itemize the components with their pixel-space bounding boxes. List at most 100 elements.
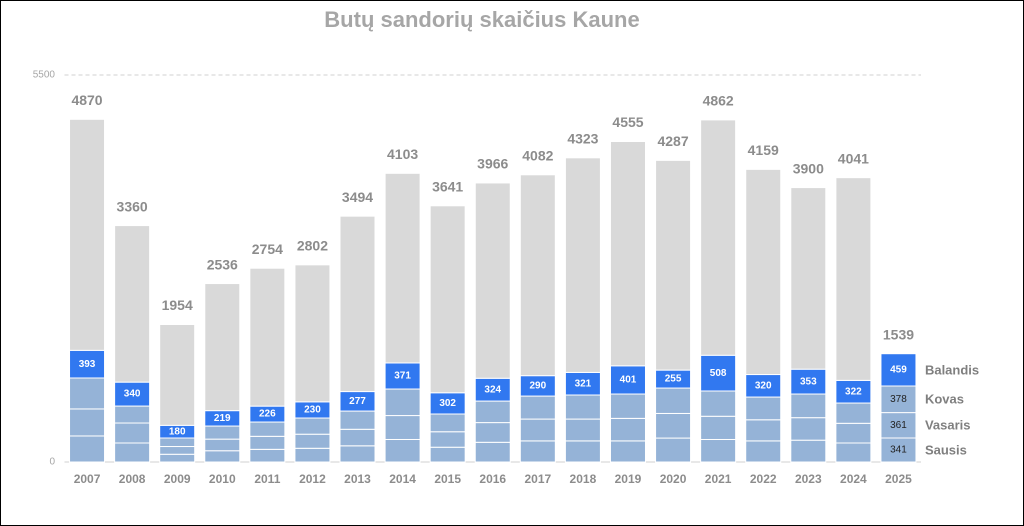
value-label: 340 xyxy=(124,389,141,400)
value-label: 322 xyxy=(845,386,862,397)
bar-segment xyxy=(790,187,827,370)
total-label: 4870 xyxy=(71,92,102,108)
legend-label: Kovas xyxy=(925,392,964,407)
chart-title: Butų sandorių skaičius Kaune xyxy=(324,7,639,32)
bar-segment xyxy=(700,415,737,440)
bar-segment xyxy=(384,438,421,463)
bar-segment xyxy=(204,283,241,412)
bar-segment xyxy=(429,205,466,394)
x-tick-label: 2023 xyxy=(795,472,822,486)
total-label: 3966 xyxy=(477,156,508,172)
total-label: 4082 xyxy=(522,147,553,163)
value-label: 508 xyxy=(710,368,727,379)
bar-segment xyxy=(790,439,827,463)
bar-segment xyxy=(384,362,421,390)
bar-segment xyxy=(69,408,106,437)
bar-segment xyxy=(474,182,511,379)
bar-segment xyxy=(249,421,286,437)
total-label: 3360 xyxy=(117,198,148,214)
bar-segment xyxy=(384,388,421,417)
bar-segment xyxy=(700,438,737,463)
x-tick-label: 2025 xyxy=(885,472,912,486)
bar-segment xyxy=(880,353,917,387)
total-label: 3494 xyxy=(342,189,373,205)
bar-segment xyxy=(835,422,872,444)
bar-segment xyxy=(519,418,556,442)
value-label: 341 xyxy=(890,445,907,456)
x-tick-label: 2018 xyxy=(570,472,597,486)
bar-segment xyxy=(474,400,511,424)
bar-segment xyxy=(339,428,376,447)
bar-segment xyxy=(655,159,692,371)
x-tick-label: 2019 xyxy=(615,472,642,486)
bar-segment xyxy=(384,415,421,440)
bar-segment xyxy=(159,324,196,426)
bar-segment xyxy=(114,442,151,463)
bar-segment xyxy=(294,447,331,463)
bar-segment xyxy=(69,377,106,410)
bar-segment xyxy=(655,412,692,439)
bar-segment xyxy=(655,437,692,463)
bar-segment xyxy=(835,177,872,381)
value-label: 378 xyxy=(890,394,907,405)
bar-segment xyxy=(519,440,556,463)
x-tick-label: 2024 xyxy=(840,472,867,486)
x-tick-label: 2008 xyxy=(119,472,146,486)
value-label: 219 xyxy=(214,413,231,424)
bar-segment xyxy=(474,422,511,443)
x-tick-label: 2010 xyxy=(209,472,236,486)
x-tick-label: 2014 xyxy=(389,472,416,486)
bar-segment xyxy=(249,448,286,463)
bar-segment xyxy=(294,264,331,403)
x-tick-label: 2021 xyxy=(705,472,732,486)
value-label: 226 xyxy=(259,409,276,420)
bar-segment xyxy=(745,168,782,376)
bar-segment xyxy=(564,157,601,373)
value-label: 393 xyxy=(79,359,96,370)
bar-segment xyxy=(294,433,331,449)
value-label: 321 xyxy=(575,378,592,389)
bar-segment xyxy=(835,402,872,424)
bar-segment xyxy=(249,267,286,407)
bar-segment xyxy=(204,425,241,440)
total-label: 2802 xyxy=(297,238,328,254)
bar-segment xyxy=(564,394,601,420)
bar-segment xyxy=(339,215,376,393)
x-tick-label: 2020 xyxy=(660,472,687,486)
bar-segment xyxy=(204,450,241,463)
bar-segment xyxy=(700,119,737,356)
x-tick-label: 2011 xyxy=(254,472,280,486)
bar-segment xyxy=(159,437,196,448)
bar-segment xyxy=(384,172,421,364)
x-tick-label: 2015 xyxy=(434,472,461,486)
value-label: 277 xyxy=(349,396,366,407)
bar-segment xyxy=(429,446,466,463)
bar-segment xyxy=(745,440,782,463)
bar-segment xyxy=(429,431,466,448)
legend-label: Balandis xyxy=(925,362,979,377)
bar-segment xyxy=(339,410,376,430)
x-tick-label: 2013 xyxy=(344,472,371,486)
value-label: 459 xyxy=(890,364,907,375)
y-tick-label: 5500 xyxy=(33,70,56,81)
bar-segment xyxy=(564,440,601,463)
value-label: 180 xyxy=(169,426,186,437)
bar-segment xyxy=(564,418,601,442)
total-label: 4287 xyxy=(657,133,688,149)
bar-segment xyxy=(114,405,151,424)
bar-segment xyxy=(204,438,241,452)
total-label: 1539 xyxy=(883,326,914,342)
value-label: 255 xyxy=(665,374,682,385)
bar-segment xyxy=(114,422,151,444)
x-tick-label: 2009 xyxy=(164,472,191,486)
value-label: 401 xyxy=(620,375,637,386)
bar-segment xyxy=(519,174,556,377)
x-tick-label: 2022 xyxy=(750,472,777,486)
bar-segment xyxy=(429,413,466,433)
bar-segment xyxy=(609,140,646,367)
bar-segment xyxy=(609,393,646,419)
bar-segment xyxy=(609,417,646,442)
bar-segment xyxy=(745,419,782,442)
x-tick-label: 2012 xyxy=(299,472,326,486)
bar-segment xyxy=(69,435,106,463)
